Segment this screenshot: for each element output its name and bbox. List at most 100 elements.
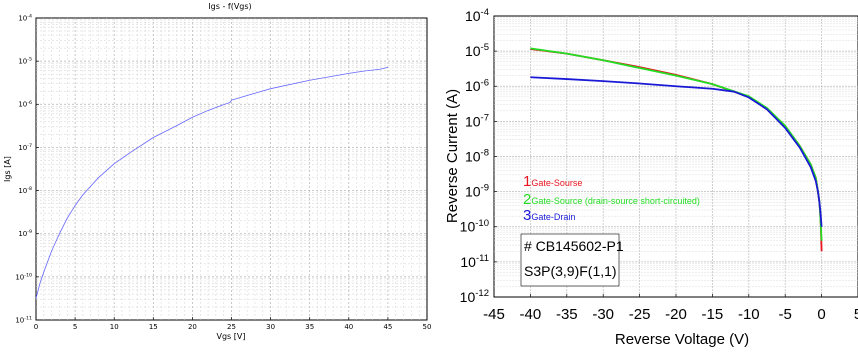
y-tick-exponent: -7 <box>481 112 489 123</box>
left-plot-area <box>35 17 428 321</box>
y-tick-label: 10-10 <box>460 218 489 235</box>
x-tick-label: 5 <box>73 323 77 331</box>
x-tick-label: -35 <box>556 306 578 323</box>
y-tick-exponent: -10 <box>475 218 489 229</box>
y-tick-exponent: -6 <box>481 77 489 88</box>
x-tick-label: -30 <box>592 306 614 323</box>
legend-label: Gate-Source (drain-source short-circuite… <box>531 196 700 206</box>
left-series <box>35 66 388 299</box>
y-tick-exponent: -8 <box>481 148 489 159</box>
y-tick-label: 10-9 <box>465 183 489 200</box>
left-ticks: 0 5 10 15 20 25 30 35 40 45 5010-1110-1010-910-810… <box>15 14 431 331</box>
y-tick-base: 10 <box>465 184 481 200</box>
left-chart: 0 5 10 15 20 25 30 35 40 45 5010-1110-1010-910-810… <box>3 2 431 341</box>
right-grid <box>494 16 858 297</box>
y-tick-label: 10-5 <box>465 42 489 59</box>
legend-number: 1 <box>523 173 531 190</box>
x-tick-label: -45 <box>483 306 505 323</box>
y-tick-base: 10 <box>465 43 481 59</box>
legend-number: 3 <box>523 207 531 224</box>
x-tick-label: 10 <box>110 323 119 331</box>
y-tick-base: 10 <box>465 148 481 164</box>
x-tick-label: 0 <box>817 306 825 323</box>
right-y-axis-label: Reverse Current (A) <box>444 89 461 223</box>
legend-entry-3: 3Gate-Drain <box>523 207 575 224</box>
x-tick-label: 50 <box>423 323 432 331</box>
y-tick-base: 10 <box>18 58 27 66</box>
y-tick-base: 10 <box>15 316 24 324</box>
y-tick-base: 10 <box>465 8 481 24</box>
y-tick-exponent: -8 <box>27 186 32 192</box>
y-tick-exponent: -10 <box>24 272 32 278</box>
y-tick-exponent: -4 <box>481 7 490 18</box>
y-tick-exponent: -4 <box>27 14 32 20</box>
x-tick-label: -5 <box>779 306 792 323</box>
right-x-axis-label: Reverse Voltage (V) <box>615 331 749 348</box>
y-tick-exponent: -5 <box>27 57 32 63</box>
x-tick-label: -40 <box>520 306 542 323</box>
legend-label: Gate-Drain <box>531 212 575 222</box>
y-tick-base: 10 <box>18 187 27 195</box>
x-tick-label: 0 <box>34 323 38 331</box>
y-tick-label: 10-6 <box>465 77 489 94</box>
series-line-1 <box>35 66 388 299</box>
y-tick-label: 10-8 <box>18 186 32 195</box>
annotation-sample-id: # CB145602-P1 <box>524 238 624 254</box>
x-tick-label: -10 <box>738 306 760 323</box>
y-tick-base: 10 <box>18 14 27 22</box>
y-tick-exponent: -11 <box>476 253 489 264</box>
y-tick-base: 10 <box>460 219 476 235</box>
y-tick-label: 10-6 <box>18 100 32 109</box>
y-tick-label: 10-4 <box>18 14 32 23</box>
x-tick-label: 15 <box>149 323 158 331</box>
x-tick-label: -20 <box>665 306 687 323</box>
y-tick-exponent: -7 <box>27 143 32 149</box>
y-tick-exponent: -9 <box>27 229 32 235</box>
y-tick-label: 10-4 <box>465 7 490 24</box>
y-tick-exponent: -5 <box>481 42 489 53</box>
x-tick-label: 20 <box>188 323 197 331</box>
y-tick-base: 10 <box>18 101 27 109</box>
y-tick-label: 10-5 <box>18 57 32 66</box>
y-tick-base: 10 <box>18 144 27 152</box>
y-tick-base: 10 <box>465 113 481 129</box>
y-tick-label: 10-7 <box>465 112 489 129</box>
left-x-axis-label: Vgs [V] <box>217 332 246 341</box>
right-series <box>530 47 823 252</box>
y-tick-label: 10-9 <box>18 229 32 238</box>
x-tick-label: -15 <box>702 306 724 323</box>
y-tick-label: 10-7 <box>18 143 32 152</box>
y-tick-label: 10-10 <box>15 272 32 281</box>
y-tick-label: 10-11 <box>15 316 32 325</box>
legend-entry-1: 1Gate-Sourse <box>523 173 582 190</box>
y-tick-label: 10-8 <box>465 148 489 165</box>
y-tick-base: 10 <box>460 289 476 305</box>
y-tick-base: 10 <box>18 230 27 238</box>
x-tick-label: 25 <box>227 323 236 331</box>
x-tick-label: 5 <box>854 306 858 323</box>
legend-entry-2: 2Gate-Source (drain-source short-circuit… <box>523 191 700 208</box>
x-tick-label: 35 <box>305 323 314 331</box>
annotation-box <box>520 233 620 287</box>
legend-label: Gate-Sourse <box>531 178 582 188</box>
right-ticks: -45-40-35-30-25-20-15-10-50510-1210-1110… <box>460 7 858 323</box>
left-y-axis-label: Igs [A] <box>3 156 12 182</box>
y-tick-exponent: -11 <box>24 316 32 322</box>
y-tick-base: 10 <box>465 78 481 94</box>
x-tick-label: 45 <box>383 323 392 331</box>
y-tick-base: 10 <box>15 273 24 281</box>
y-tick-label: 10-11 <box>460 253 489 270</box>
x-tick-label: -25 <box>629 306 651 323</box>
left-grid <box>36 18 427 320</box>
series-line-3 <box>530 76 823 227</box>
y-tick-exponent: -9 <box>481 183 489 194</box>
y-tick-label: 10-12 <box>460 288 489 305</box>
left-chart-title: Igs - f(Vgs) <box>208 2 251 11</box>
x-tick-label: 30 <box>266 323 275 331</box>
annotation-structure: S3P(3,9)F(1,1) <box>524 263 617 279</box>
x-tick-label: 40 <box>344 323 353 331</box>
y-tick-base: 10 <box>460 254 476 270</box>
right-chart: -45-40-35-30-25-20-15-10-50510-1210-1110… <box>444 7 858 348</box>
